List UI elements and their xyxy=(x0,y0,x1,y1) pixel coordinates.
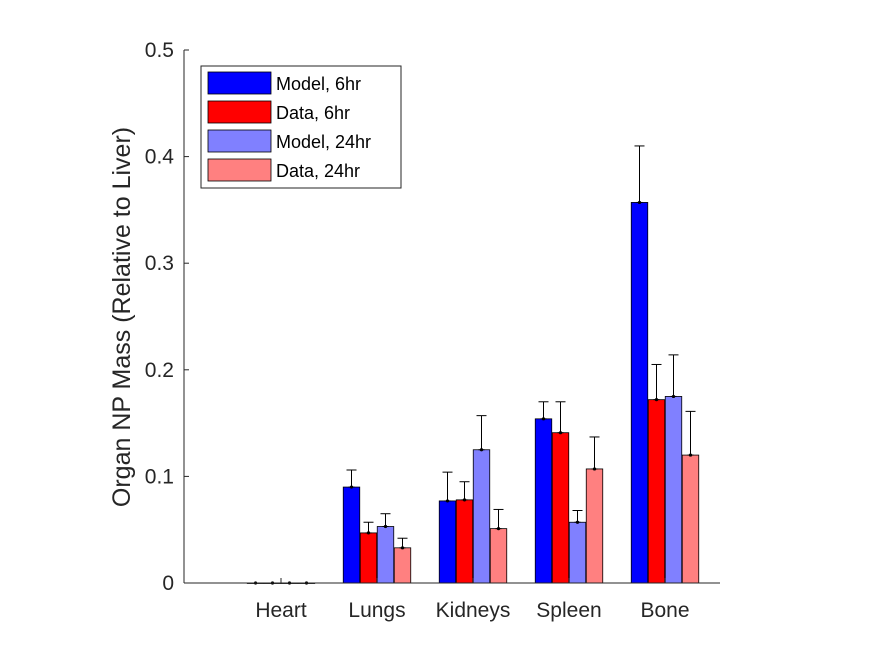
x-tick-label-kidneys: Kidneys xyxy=(436,599,511,622)
data-marker-kidneys-series-3 xyxy=(479,448,484,452)
legend-label-1: Model, 6hr xyxy=(276,74,361,94)
data-marker-lungs-series-2 xyxy=(366,531,371,535)
data-marker-spleen-series-3 xyxy=(575,520,580,524)
bar-spleen-series-4 xyxy=(585,468,604,584)
data-marker-bone-series-3 xyxy=(671,394,676,399)
y-tick-label: 0.3 xyxy=(145,252,174,275)
data-marker-spleen-series-1 xyxy=(541,417,546,421)
data-marker-kidneys-series-4 xyxy=(496,527,501,531)
bar-bone-series-3 xyxy=(664,396,683,584)
data-marker-kidneys-series-2 xyxy=(462,498,467,502)
data-marker-lungs-series-3 xyxy=(383,524,388,529)
legend-swatch-2 xyxy=(207,100,272,124)
bar-bone-series-4 xyxy=(681,454,700,584)
axes-layer: 0 0.1 0.2 0.3 0.4 0.5 Heart Lungs Kidneys Spleen B… xyxy=(145,39,720,622)
x-tick-label-spleen: Spleen xyxy=(536,599,601,622)
bar-kidneys-series-1 xyxy=(438,500,457,584)
data-marker-spleen-series-2 xyxy=(558,431,563,435)
data-marker-bone-series-2 xyxy=(654,398,659,402)
y-axis-label: Organ NP Mass (Relative to Liver) xyxy=(108,127,136,507)
bar-lungs-series-1 xyxy=(342,486,361,584)
bar-bone-series-2 xyxy=(647,399,666,584)
legend-swatch-3 xyxy=(207,129,272,153)
bars-layer xyxy=(246,202,700,584)
y-tick-label: 0 xyxy=(162,572,174,595)
data-marker-spleen-series-4 xyxy=(592,467,597,471)
bar-kidneys-series-2 xyxy=(455,499,474,584)
bar-spleen-series-2 xyxy=(551,432,570,584)
legend-label-3: Model, 24hr xyxy=(276,132,371,152)
y-tick-label: 0.5 xyxy=(145,39,174,62)
bar-spleen-series-3 xyxy=(568,521,587,584)
x-tick-label-lungs: Lungs xyxy=(348,599,405,622)
legend-label-2: Data, 6hr xyxy=(276,103,350,123)
bar-kidneys-series-3 xyxy=(472,449,491,584)
y-tick-label: 0.1 xyxy=(145,465,174,488)
bar-kidneys-series-4 xyxy=(489,528,508,584)
data-marker-lungs-series-4 xyxy=(400,546,405,550)
data-marker-bone-series-1 xyxy=(637,200,642,205)
y-tick-label: 0.2 xyxy=(145,359,174,382)
bar-spleen-series-1 xyxy=(534,418,553,584)
data-marker-bone-series-4 xyxy=(688,453,693,457)
data-marker-lungs-series-1 xyxy=(349,485,354,489)
x-tick-label-heart: Heart xyxy=(255,599,307,622)
legend-label-4: Data, 24hr xyxy=(276,161,360,181)
x-tick-label-bone: Bone xyxy=(640,599,689,622)
legend-swatch-1 xyxy=(207,71,272,95)
legend: Model, 6hr Data, 6hr Model, 24hr Data, 24hr xyxy=(200,65,402,189)
bar-lungs-series-3 xyxy=(376,526,395,584)
bar-lungs-series-2 xyxy=(359,532,378,584)
bar-lungs-series-4 xyxy=(393,547,412,584)
data-marker-kidneys-series-1 xyxy=(445,499,450,503)
y-tick-label: 0.4 xyxy=(145,146,175,169)
bar-bone-series-1 xyxy=(630,202,649,584)
legend-swatch-4 xyxy=(207,158,272,182)
